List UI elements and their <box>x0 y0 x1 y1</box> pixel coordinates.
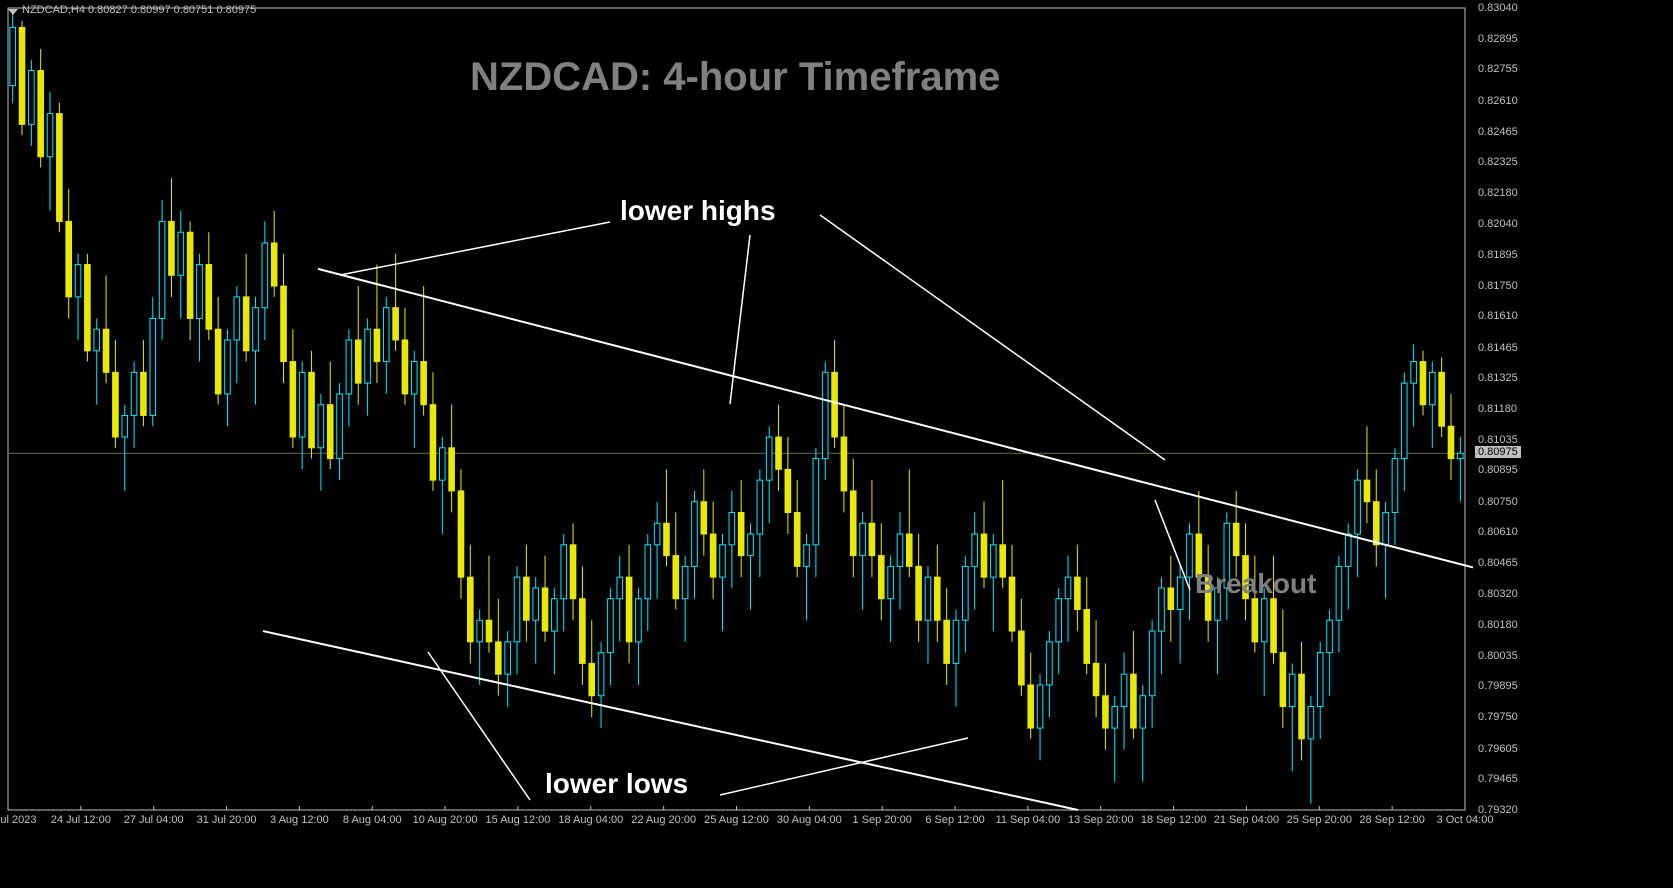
y-axis-tick: 0.80610 <box>1478 526 1518 538</box>
chart-container: NZDCAD,H4 0.80827 0.80997 0.80751 0.8097… <box>0 0 1673 888</box>
x-axis-tick: 15 Aug 12:00 <box>486 814 551 826</box>
x-axis-tick: 28 Sep 12:00 <box>1359 814 1424 826</box>
y-axis-tick: 0.81750 <box>1478 280 1518 292</box>
x-axis-tick: 8 Aug 04:00 <box>343 814 402 826</box>
x-axis-tick: 25 Aug 12:00 <box>704 814 769 826</box>
y-axis-tick: 0.80180 <box>1478 619 1518 631</box>
y-axis-tick: 0.82755 <box>1478 63 1518 75</box>
y-axis-tick: 0.81035 <box>1478 434 1518 446</box>
x-axis-tick: 19 Jul 2023 <box>0 814 36 826</box>
x-axis-tick: 24 Jul 12:00 <box>51 814 111 826</box>
y-axis-tick: 0.79605 <box>1478 743 1518 755</box>
symbol-label: NZDCAD,H4 0.80827 0.80997 0.80751 0.8097… <box>22 4 256 16</box>
y-axis-tick: 0.82610 <box>1478 95 1518 107</box>
y-axis-tick: 0.79895 <box>1478 680 1518 692</box>
y-axis-tick: 0.81180 <box>1478 403 1517 415</box>
x-axis-tick: 6 Sep 12:00 <box>925 814 984 826</box>
annotation-label: Breakout <box>1195 568 1316 600</box>
y-axis-tick: 0.81325 <box>1478 372 1518 384</box>
candlestick-chart[interactable] <box>0 0 1673 888</box>
x-axis-tick: 11 Sep 04:00 <box>996 814 1061 826</box>
x-axis-tick: 13 Sep 20:00 <box>1068 814 1133 826</box>
x-axis-tick: 25 Sep 20:00 <box>1287 814 1352 826</box>
y-axis-tick: 0.81895 <box>1478 249 1518 261</box>
y-axis-tick: 0.81465 <box>1478 342 1518 354</box>
x-axis-tick: 30 Aug 04:00 <box>777 814 842 826</box>
y-axis-tick: 0.80750 <box>1478 496 1518 508</box>
x-axis-tick: 31 Jul 20:00 <box>197 814 257 826</box>
x-axis-tick: 10 Aug 20:00 <box>413 814 478 826</box>
y-axis-tick: 0.80895 <box>1478 464 1518 476</box>
x-axis-tick: 3 Aug 12:00 <box>270 814 329 826</box>
y-axis-tick: 0.80320 <box>1478 588 1518 600</box>
x-axis-tick: 1 Sep 20:00 <box>853 814 912 826</box>
y-axis-tick: 0.82325 <box>1478 156 1518 168</box>
annotation-label: lower lows <box>545 768 688 800</box>
y-axis-tick: 0.81610 <box>1478 310 1518 322</box>
x-axis-tick: 18 Aug 04:00 <box>558 814 623 826</box>
y-axis-tick: 0.82895 <box>1478 33 1518 45</box>
x-axis-tick: 18 Sep 12:00 <box>1141 814 1206 826</box>
y-axis-tick: 0.80465 <box>1478 557 1518 569</box>
y-axis-tick: 0.79750 <box>1478 711 1518 723</box>
y-axis-tick: 0.82465 <box>1478 126 1518 138</box>
dropdown-icon[interactable] <box>6 5 20 19</box>
y-axis-tick: 0.82180 <box>1478 187 1518 199</box>
x-axis-tick: 22 Aug 20:00 <box>631 814 696 826</box>
x-axis-tick: 27 Jul 04:00 <box>124 814 184 826</box>
y-axis-tick: 0.83040 <box>1478 2 1518 14</box>
x-axis-tick: 3 Oct 04:00 <box>1437 814 1494 826</box>
current-price-tag: 0.80975 <box>1475 446 1521 458</box>
chart-title: NZDCAD: 4-hour Timeframe <box>470 55 1000 100</box>
y-axis-tick: 0.82040 <box>1478 218 1518 230</box>
y-axis-tick: 0.80035 <box>1478 650 1518 662</box>
x-axis-tick: 21 Sep 04:00 <box>1214 814 1279 826</box>
annotation-label: lower highs <box>620 195 776 227</box>
y-axis-tick: 0.79465 <box>1478 773 1518 785</box>
